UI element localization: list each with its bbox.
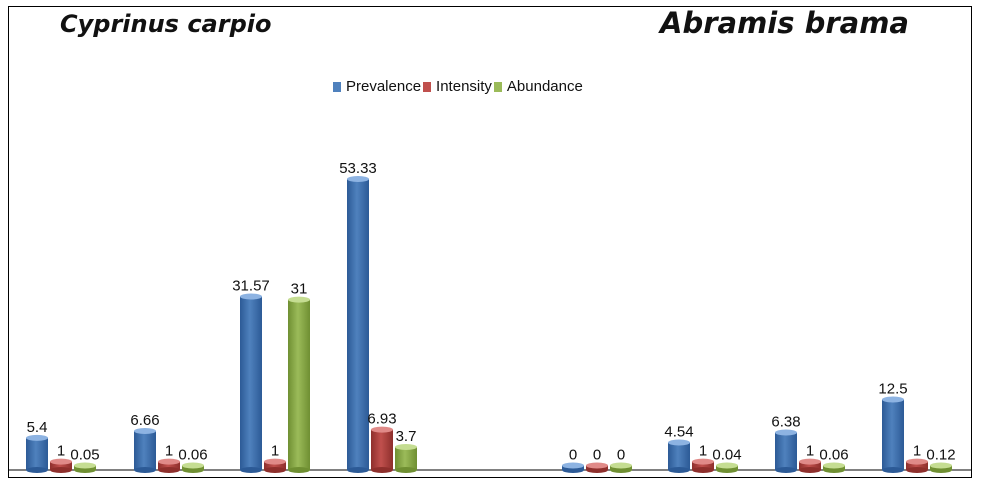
bar-prevalence-8 xyxy=(882,396,904,473)
data-label-abundance-6: 0.04 xyxy=(712,447,741,464)
data-label-prevalence-7: 6.38 xyxy=(771,414,800,431)
title-cyprinus-carpio: Cyprinus carpio xyxy=(60,10,272,38)
bar-abundance-8 xyxy=(930,462,952,473)
bar-intensity-7 xyxy=(799,458,821,473)
data-label-prevalence-3: 31.57 xyxy=(232,278,270,295)
legend-swatch-abundance xyxy=(493,81,502,92)
bar-abundance-1 xyxy=(74,462,96,473)
data-label-intensity-4: 6.93 xyxy=(367,411,396,428)
legend-item-intensity: Intensity xyxy=(423,78,492,95)
legend-label-abundance: Abundance xyxy=(506,78,583,95)
data-label-intensity-6: 1 xyxy=(699,443,707,460)
legend-item-prevalence: Prevalence xyxy=(333,78,421,95)
bar-intensity-8 xyxy=(906,458,928,473)
bar-intensity-4 xyxy=(371,426,393,473)
bar-prevalence-7 xyxy=(775,429,797,473)
bar-abundance-4 xyxy=(395,444,417,473)
data-label-intensity-5: 0 xyxy=(593,447,601,464)
bar-intensity-6 xyxy=(692,458,714,473)
data-label-abundance-2: 0.06 xyxy=(178,447,207,464)
data-labels-layer: 5.4 6.66 31.57 53.33 0 4.54 6.38 12.5 1 1 1 6.93 0 1 1… xyxy=(27,160,956,463)
legend-swatch-intensity xyxy=(423,81,432,92)
data-label-prevalence-8: 12.5 xyxy=(878,381,907,398)
bar-intensity-1 xyxy=(50,458,72,473)
chart-frame xyxy=(8,6,972,478)
data-label-intensity-8: 1 xyxy=(913,443,921,460)
data-label-abundance-8: 0.12 xyxy=(926,447,955,464)
data-label-intensity-7: 1 xyxy=(806,443,814,460)
data-label-abundance-3: 31 xyxy=(291,281,308,298)
bar-intensity-3 xyxy=(264,458,286,473)
legend-item-abundance: Abundance xyxy=(493,78,583,95)
data-label-prevalence-1: 5.4 xyxy=(27,419,48,436)
data-label-prevalence-4: 53.33 xyxy=(339,160,377,177)
data-label-prevalence-6: 4.54 xyxy=(664,423,693,440)
bar-abundance-6 xyxy=(716,462,738,473)
data-label-intensity-3: 1 xyxy=(271,443,279,460)
bar-abundance-5 xyxy=(610,462,632,473)
bar-intensity-5 xyxy=(586,462,608,473)
bar-prevalence-2 xyxy=(134,428,156,473)
data-label-intensity-1: 1 xyxy=(57,443,65,460)
bar-prevalence-5 xyxy=(562,462,584,473)
bar-abundance-3 xyxy=(288,296,310,473)
data-label-prevalence-5: 0 xyxy=(569,447,577,464)
data-label-abundance-4: 3.7 xyxy=(396,428,417,445)
legend-swatch-prevalence xyxy=(333,81,341,92)
data-label-abundance-1: 0.05 xyxy=(70,447,99,464)
bar-prevalence-6 xyxy=(668,439,690,473)
bars-layer xyxy=(26,176,952,473)
data-label-intensity-2: 1 xyxy=(165,443,173,460)
bar-abundance-7 xyxy=(823,462,845,473)
data-label-abundance-7: 0.06 xyxy=(819,447,848,464)
legend-label-prevalence: Prevalence xyxy=(346,78,422,95)
title-abramis-brama: Abramis brama xyxy=(660,6,910,40)
legend: Prevalence Intensity Abundance xyxy=(333,78,585,95)
bar-abundance-2 xyxy=(182,462,204,473)
bar-prevalence-4 xyxy=(347,176,369,473)
data-label-prevalence-2: 6.66 xyxy=(130,412,159,429)
bar-intensity-2 xyxy=(158,458,180,473)
legend-label-intensity: Intensity xyxy=(436,78,492,95)
data-label-abundance-5: 0 xyxy=(617,447,625,464)
bar-prevalence-3 xyxy=(240,293,262,473)
bar-prevalence-1 xyxy=(26,434,48,473)
